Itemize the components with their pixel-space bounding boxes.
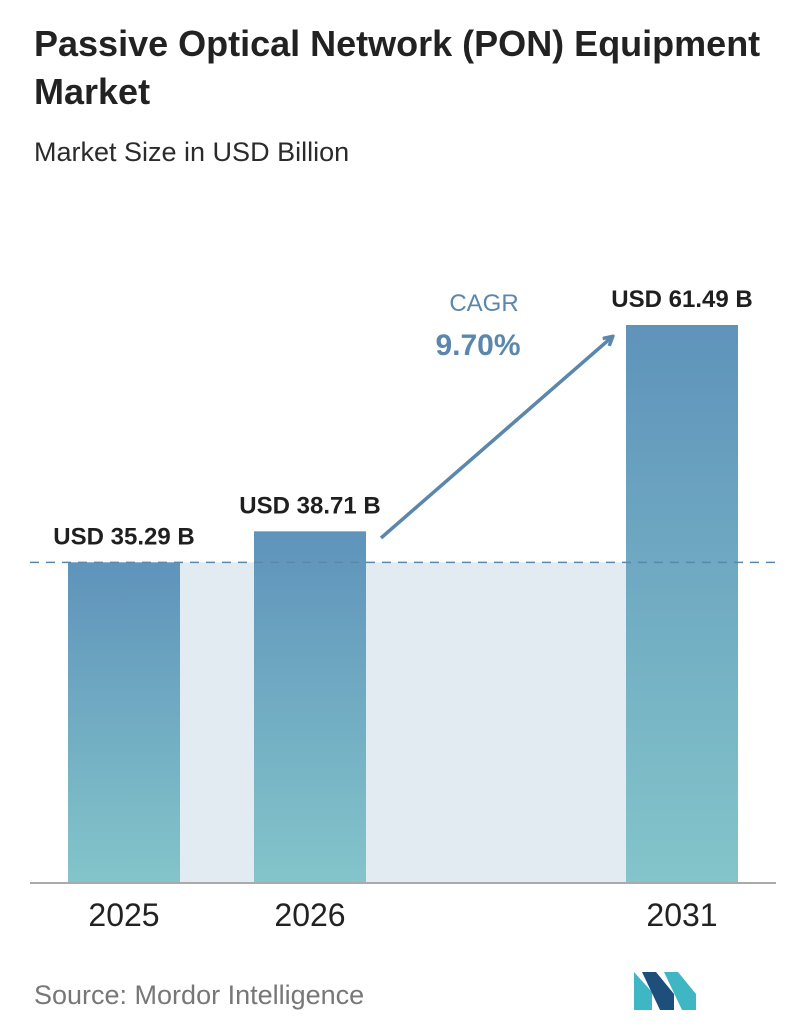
data-label-2031: USD 61.49 B [611, 286, 752, 313]
data-label-2026: USD 38.71 B [239, 492, 380, 519]
mordor-intelligence-logo-icon [634, 972, 696, 1010]
chart-title: Passive Optical Network (PON) Equipment … [34, 23, 761, 112]
cagr-label: CAGR [449, 290, 518, 317]
data-label-2025: USD 35.29 B [53, 523, 194, 550]
bar-2025 [68, 562, 180, 882]
x-tick-2031: 2031 [646, 897, 717, 933]
cagr-annotation: CAGR 9.70% [379, 290, 612, 540]
bar-2026 [254, 531, 366, 882]
bar-2031 [626, 325, 738, 882]
band-2025-2026 [180, 562, 254, 882]
chart-subtitle: Market Size in USD Billion [34, 137, 350, 167]
bar-chart: USD 35.29 B 2025 USD 38.71 B 2026 USD 61.49 … [30, 286, 782, 933]
cagr-value: 9.70% [435, 329, 520, 362]
band-2026-2031 [366, 562, 626, 882]
x-tick-2025: 2025 [88, 897, 159, 933]
source-note: Source: Mordor Intelligence [34, 980, 365, 1010]
cagr-arrow [379, 337, 612, 540]
x-tick-2026: 2026 [274, 897, 345, 933]
